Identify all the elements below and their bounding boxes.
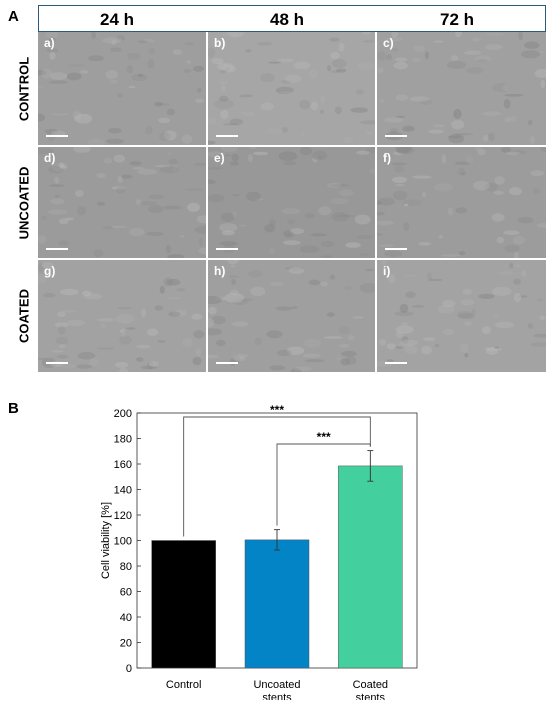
scale-bar bbox=[46, 135, 68, 137]
micrograph-label: b) bbox=[214, 36, 226, 50]
micrograph-d: d) bbox=[38, 147, 206, 258]
significance-bracket bbox=[183, 416, 371, 537]
y-tick-label: 200 bbox=[114, 408, 132, 420]
micrograph-c: c) bbox=[377, 32, 546, 145]
micrograph-a: a) bbox=[38, 32, 206, 145]
y-tick-label: 120 bbox=[114, 510, 132, 522]
x-category-label: Control bbox=[166, 679, 201, 691]
scale-bar bbox=[385, 135, 407, 137]
micrograph-grid: a) b) c) d) e) f) g) h) i) bbox=[38, 32, 546, 372]
micrograph-label: a) bbox=[44, 36, 55, 50]
x-category-label: Coated bbox=[353, 679, 388, 691]
scale-bar bbox=[46, 362, 68, 364]
micrograph-e: e) bbox=[208, 147, 375, 258]
x-category-label: stents bbox=[356, 692, 386, 700]
scale-bar bbox=[216, 248, 238, 250]
micrograph-label: d) bbox=[44, 151, 56, 165]
significance-label: *** bbox=[270, 403, 284, 417]
micrograph-image bbox=[38, 147, 206, 258]
micrograph-image bbox=[38, 32, 206, 145]
micrograph-h: h) bbox=[208, 260, 375, 372]
scale-bar bbox=[216, 135, 238, 137]
row-label-coated: COATED bbox=[16, 289, 32, 343]
micrograph-i: i) bbox=[377, 260, 546, 372]
bar-0 bbox=[151, 540, 216, 669]
time-label-48h: 48 h bbox=[270, 10, 305, 29]
micrograph-f: f) bbox=[377, 147, 546, 258]
y-tick-label: 140 bbox=[114, 485, 132, 497]
y-tick-label: 20 bbox=[120, 638, 132, 650]
micrograph-label: h) bbox=[214, 264, 226, 278]
y-axis-label: Cell viability [%] bbox=[100, 502, 112, 579]
row-label-uncoated: UNCOATED bbox=[16, 166, 32, 240]
micrograph-image bbox=[377, 260, 546, 372]
micrograph-label: i) bbox=[383, 264, 391, 278]
micrograph-g: g) bbox=[38, 260, 206, 372]
significance-label: *** bbox=[317, 430, 331, 444]
time-label-72h: 72 h bbox=[440, 10, 475, 29]
scale-bar bbox=[385, 248, 407, 250]
panel-b-letter: B bbox=[8, 400, 19, 417]
micrograph-b: b) bbox=[208, 32, 375, 145]
y-tick-label: 60 bbox=[120, 587, 132, 599]
micrograph-image bbox=[208, 32, 375, 145]
micrograph-label: g) bbox=[44, 264, 56, 278]
viability-bar-chart: 0 20 40 60 80 100 120 140 160 180 200 Cell viabilit… bbox=[100, 403, 418, 700]
micrograph-image bbox=[38, 260, 206, 372]
x-category-label: stents bbox=[262, 692, 292, 700]
y-tick-label: 180 bbox=[114, 434, 132, 446]
row-label-control: CONTROL bbox=[16, 56, 32, 122]
panel-a-letter: A bbox=[8, 8, 19, 25]
time-label-24h: 24 h bbox=[100, 10, 135, 29]
micrograph-label: e) bbox=[214, 151, 225, 165]
bar-2 bbox=[338, 465, 403, 669]
x-category-label: Uncoated bbox=[253, 679, 300, 691]
micrograph-image bbox=[377, 147, 546, 258]
scale-bar bbox=[216, 362, 238, 364]
micrograph-label: c) bbox=[383, 36, 394, 50]
bar-1 bbox=[244, 539, 310, 669]
y-tick-label: 100 bbox=[114, 536, 132, 548]
micrograph-image bbox=[208, 147, 375, 258]
y-tick-label: 40 bbox=[120, 612, 132, 624]
scale-bar bbox=[46, 248, 68, 250]
significance-bracket bbox=[276, 443, 371, 526]
y-tick-label: 160 bbox=[114, 459, 132, 471]
micrograph-image bbox=[377, 32, 546, 145]
time-header-box bbox=[38, 5, 546, 32]
y-tick-label: 0 bbox=[126, 663, 132, 675]
y-tick-label: 80 bbox=[120, 561, 132, 573]
micrograph-image bbox=[208, 260, 375, 372]
micrograph-label: f) bbox=[383, 151, 391, 165]
scale-bar bbox=[385, 362, 407, 364]
